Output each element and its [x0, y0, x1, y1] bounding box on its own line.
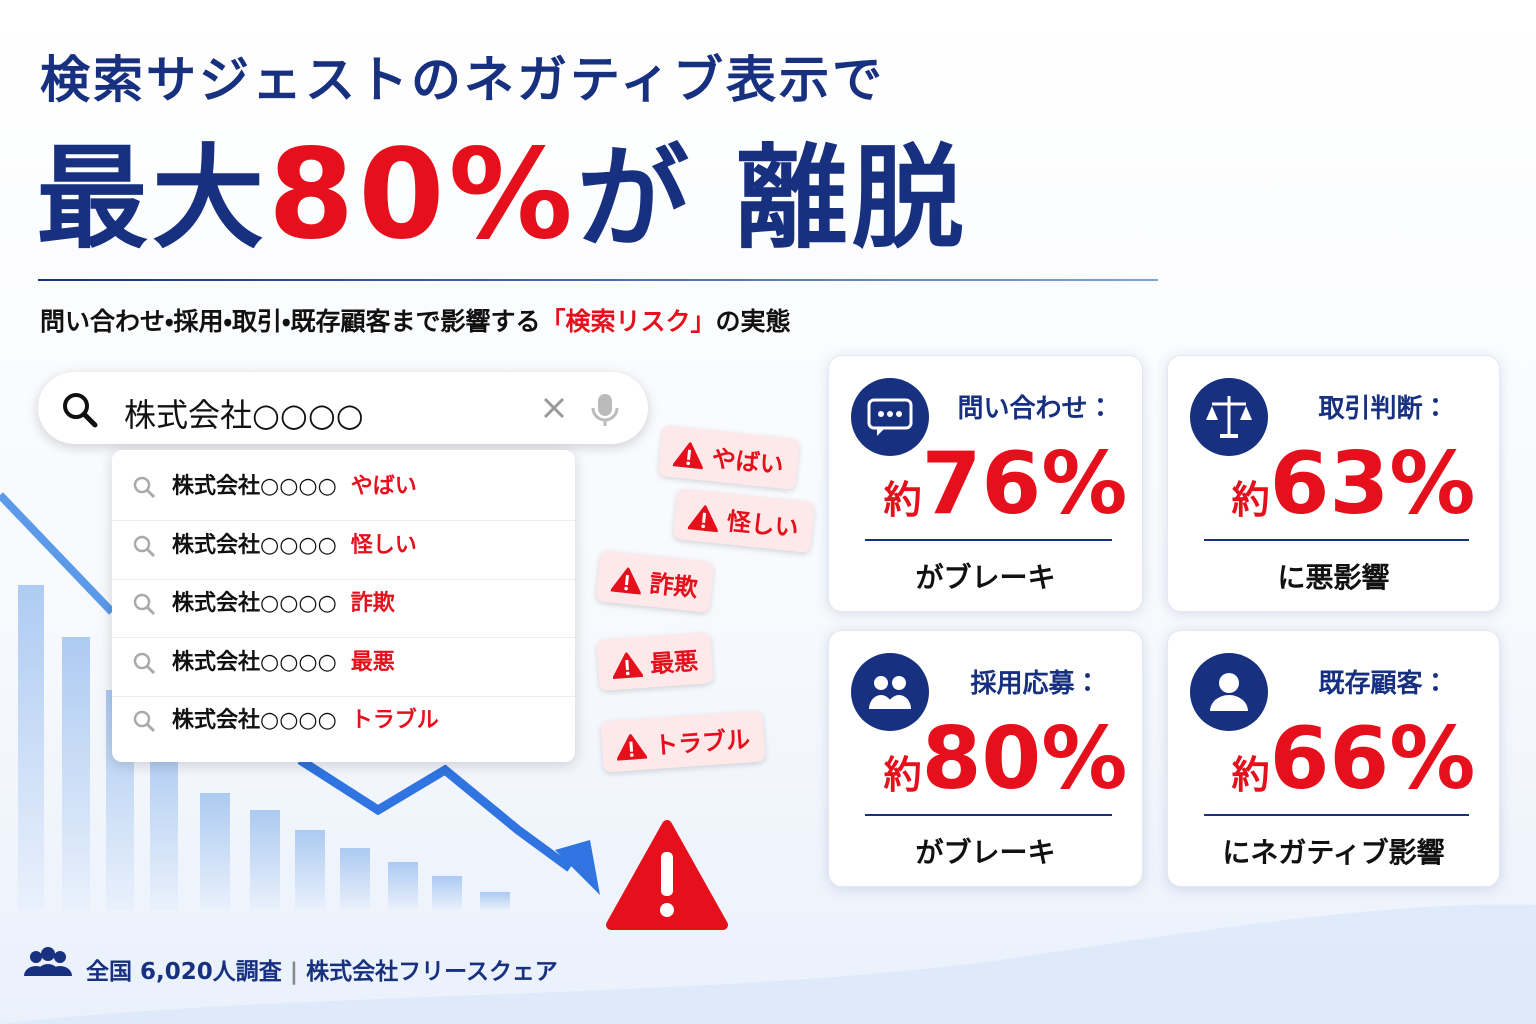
search-query: 株式会社○○○○: [124, 396, 364, 434]
headline-highlight: 80%: [268, 123, 577, 267]
suggestion[interactable]: 株式会社○○○○ 怪しい: [112, 521, 575, 580]
tag-text: 最悪: [649, 647, 700, 679]
suggestion-keyword: やばい: [350, 474, 417, 499]
card-divider: [1204, 539, 1469, 541]
suggestion-list: 株式会社○○○○ やばい 株式会社○○○○ 怪しい 株式会社○○○○ 詐欺 株式会社○○○○…: [112, 450, 575, 762]
stat-card: 取引判断： 約63% に悪影響: [1167, 355, 1500, 612]
warning-tag: 最悪: [596, 632, 714, 691]
warning-tag: トラブル: [600, 710, 766, 773]
tag-text: やばい: [710, 444, 785, 480]
card-caption: に悪影響: [1277, 561, 1390, 594]
title: 検索サジェストのネガティブ表示で: [40, 51, 885, 109]
separator: |: [289, 959, 299, 985]
survey: 全国 6,020人調査: [86, 959, 282, 985]
card-icon: [851, 653, 929, 731]
suggestion-keyword: 最悪: [350, 649, 395, 675]
subtitle: 問い合わせ・採用・取引・既存顧客まで影響する「検索リスク」の実態: [40, 302, 791, 338]
card-caption: がブレーキ: [915, 561, 1056, 594]
headline: 最大80%が 離脱: [36, 120, 968, 274]
search-icon: [133, 652, 156, 674]
search-icon: [63, 393, 98, 428]
tag-text: 詐欺: [648, 569, 699, 603]
card-label: 採用応募：: [970, 669, 1101, 699]
card-caption: がブレーキ: [915, 836, 1056, 869]
suggestion[interactable]: 株式会社○○○○ 詐欺: [112, 579, 575, 638]
warning-icon: [672, 442, 704, 470]
card-divider: [865, 539, 1112, 541]
stat-card: 問い合わせ： 約76% がブレーキ: [828, 355, 1143, 612]
subtitle-highlight: 「検索リスク」: [540, 307, 716, 336]
search-actions[interactable]: [538, 392, 628, 428]
search-icon: [133, 476, 156, 499]
headline-text: が: [576, 134, 693, 264]
card-stat: 約76%: [829, 434, 1142, 534]
stat-prefix: 約: [883, 753, 922, 797]
stat-value: 66%: [1269, 709, 1476, 809]
card-stat: 約80%: [829, 709, 1142, 809]
stat-value: 63%: [1269, 434, 1476, 534]
suggestion-keyword: 詐欺: [350, 591, 395, 616]
warning-icon: [612, 652, 644, 680]
search-icon: [133, 535, 156, 557]
suggestion-base: 株式会社○○○○: [172, 474, 337, 499]
suggestion-base: 株式会社○○○○: [172, 532, 337, 558]
suggestion[interactable]: 株式会社○○○○ やばい: [112, 462, 575, 521]
tag-text: 怪しい: [725, 507, 800, 543]
warning-icon: [616, 734, 648, 762]
search-bar[interactable]: 株式会社○○○○: [38, 372, 648, 444]
stat-card: 採用応募： 約80% がブレーキ: [828, 630, 1143, 887]
subtitle-text: の実態: [715, 307, 791, 336]
stat-value: 80%: [921, 709, 1128, 809]
card-label: 既存顧客：: [1318, 669, 1449, 699]
suggestion[interactable]: 株式会社○○○○ トラブル: [112, 696, 575, 754]
stat-value: 76%: [921, 434, 1128, 534]
stat-prefix: 約: [883, 478, 922, 522]
footer: 全国 6,020人調査 | 株式会社フリースクェア: [86, 952, 558, 986]
card-stat: 約66%: [1168, 709, 1499, 809]
divider: [38, 279, 1158, 281]
stat-prefix: 約: [1231, 753, 1270, 797]
card-caption: にネガティブ影響: [1222, 836, 1445, 869]
warning-tag: 怪しい: [672, 487, 816, 554]
card-stat: 約63%: [1168, 434, 1499, 534]
warning-icon: [687, 505, 719, 533]
search-icon: [133, 593, 156, 616]
stat-card: 既存顧客： 約66% にネガティブ影響: [1167, 630, 1500, 887]
card-label: 取引判断：: [1318, 394, 1449, 424]
card-label: 問い合わせ：: [957, 394, 1114, 424]
suggestion-keyword: 怪しい: [350, 532, 417, 558]
suggestion[interactable]: 株式会社○○○○ 最悪: [112, 638, 575, 697]
stat-prefix: 約: [1231, 478, 1270, 522]
card-icon: [1190, 378, 1268, 456]
headline-text: 最大: [36, 134, 268, 264]
card-divider: [1204, 814, 1469, 816]
search-icon: [133, 710, 156, 733]
warning-tag: やばい: [657, 424, 801, 491]
tag-text: トラブル: [653, 725, 751, 760]
card-divider: [865, 814, 1112, 816]
warning-icon: [610, 567, 642, 595]
suggestion-base: 株式会社○○○○: [172, 708, 337, 733]
suggestion-base: 株式会社○○○○: [172, 591, 337, 616]
headline-text: 離脱: [735, 134, 968, 264]
company: 株式会社フリースクェア: [306, 959, 558, 985]
warning-tag: 詐欺: [595, 550, 715, 613]
suggestion-keyword: トラブル: [350, 708, 439, 733]
card-icon: [851, 378, 929, 456]
card-icon: [1190, 653, 1268, 731]
subtitle-text: 問い合わせ・採用・取引・既存顧客まで影響する: [40, 307, 541, 336]
suggestion-base: 株式会社○○○○: [172, 649, 337, 675]
